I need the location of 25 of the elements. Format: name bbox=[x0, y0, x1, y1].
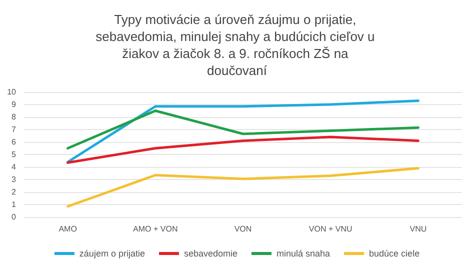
legend-label: budúce ciele bbox=[369, 248, 420, 258]
x-tick-label: AMO bbox=[58, 224, 77, 234]
line-series bbox=[66, 167, 420, 208]
x-tick-label: AMO + VON bbox=[133, 224, 178, 234]
y-tick-label: 8 bbox=[12, 112, 17, 122]
legend-label: minulá snaha bbox=[276, 248, 330, 258]
y-tick-label: 3 bbox=[12, 175, 17, 184]
y-tick-label: 0 bbox=[12, 212, 17, 222]
legend-label: záujem o prijatie bbox=[79, 248, 145, 258]
y-tick-label: 10 bbox=[7, 88, 17, 96]
y-tick-label: 1 bbox=[12, 200, 17, 209]
legend-label: sebavedomie bbox=[184, 248, 238, 258]
y-tick-label: 6 bbox=[12, 138, 17, 146]
y-tick-label: 9 bbox=[12, 100, 17, 109]
line-series bbox=[66, 136, 420, 164]
x-tick-label: VNU bbox=[410, 224, 427, 234]
line-series bbox=[66, 100, 420, 164]
y-tick-label: 4 bbox=[12, 162, 17, 172]
chart-title: Typy motivácie a úroveň záujmu o prijatie, sebavedomia, minulej snahy a budúcich cieľov u žiakov a žiačok 8. a 9. ročníkoch ZŠ na doučovaní bbox=[96, 12, 378, 78]
line-series bbox=[66, 110, 420, 150]
y-tick-label: 2 bbox=[12, 188, 17, 196]
x-tick-label: VON bbox=[234, 224, 252, 234]
x-tick-label: VON + VNU bbox=[308, 224, 352, 234]
y-tick-label: 5 bbox=[12, 150, 17, 159]
y-tick-label: 7 bbox=[12, 125, 17, 134]
